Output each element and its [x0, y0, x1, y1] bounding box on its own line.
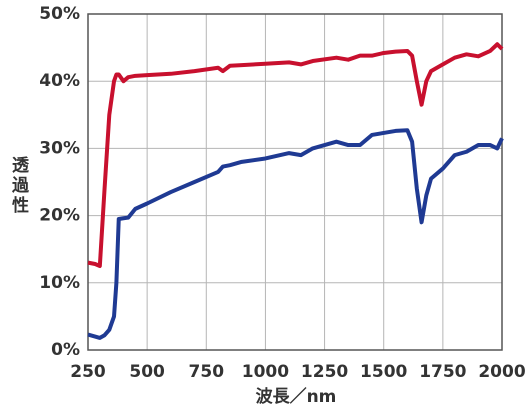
x-tick-label: 750 [189, 362, 225, 382]
x-tick-label: 2000 [478, 362, 525, 382]
x-tick-label: 1000 [242, 362, 289, 382]
y-tick-label: 50% [39, 4, 80, 24]
x-tick-label: 250 [70, 362, 106, 382]
y-tick-label: 40% [39, 71, 80, 91]
plot-frame [87, 13, 503, 351]
y-axis-label: 透過性 [8, 155, 29, 216]
x-tick-label: 1500 [360, 362, 407, 382]
x-tick-label: 1750 [419, 362, 466, 382]
x-tick-label: 500 [129, 362, 165, 382]
x-tick-label: 1250 [301, 362, 348, 382]
y-tick-label: 20% [39, 206, 80, 226]
y-tick-label: 0% [51, 340, 80, 360]
y-tick-label: 30% [39, 138, 80, 158]
y-tick-label: 10% [39, 273, 80, 293]
data-line [87, 42, 504, 268]
x-axis-label: 波長／nm [256, 386, 337, 407]
data-line [87, 128, 504, 340]
